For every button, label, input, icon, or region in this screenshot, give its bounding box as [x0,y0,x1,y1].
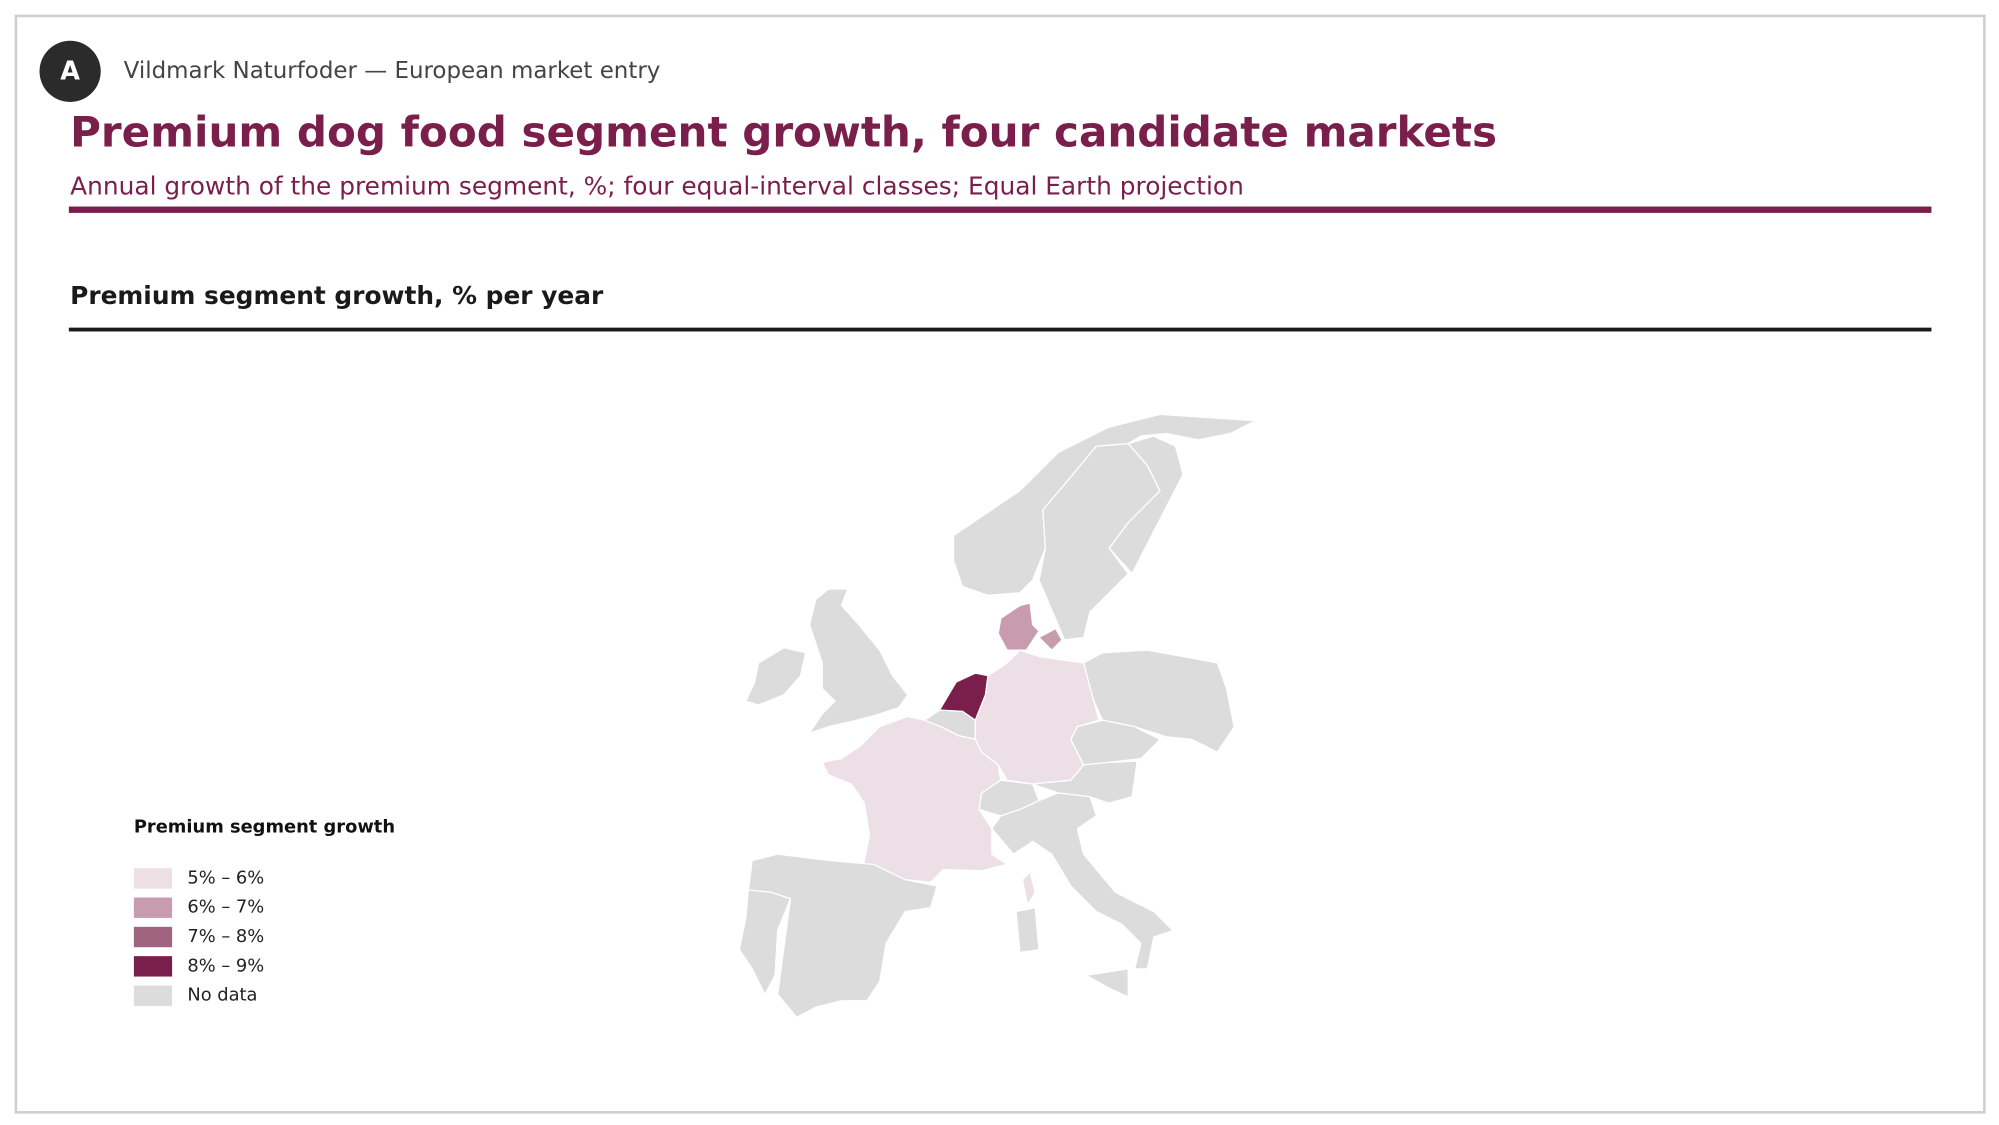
subtitle: Annual growth of the premium segment, %;… [70,171,1244,200]
legend-label: No data [187,985,257,1006]
country [1021,871,1036,906]
country [1070,719,1161,766]
country [997,602,1040,651]
badge [39,40,101,102]
map [738,413,1257,1018]
country [821,715,1008,883]
context: Vildmark Naturfoder — European market en… [124,58,661,84]
legend: Premium segment growth 5% – 6% 6% – 7% 7% … [133,816,395,1006]
title: Premium dog food segment growth, four ca… [70,108,1497,157]
legend-title: Premium segment growth [134,816,395,837]
legend-label: 6% – 7% [187,897,264,918]
badge-letter: A [60,57,80,87]
legend-swatch [133,956,173,977]
title-rule [68,206,1932,213]
map-title: Premium segment growth, % per year [70,281,604,310]
legend-label: 5% – 6% [187,867,264,888]
legend-swatch [133,868,173,889]
country [1015,907,1040,953]
legend-swatch [133,926,173,948]
country [1108,435,1184,575]
legend-swatch [133,985,173,1006]
country [1038,627,1063,651]
section-rule [68,327,1932,332]
country [738,889,792,996]
country [991,792,1174,970]
country [808,588,909,734]
legend-swatch [133,897,173,918]
legend-items: 5% – 6% 6% – 7% 7% – 8% 8% – 9% No data [133,867,264,1006]
country [745,646,807,706]
legend-label: 8% – 9% [187,955,264,976]
country [1085,968,1129,998]
legend-label: 7% – 8% [187,926,264,947]
